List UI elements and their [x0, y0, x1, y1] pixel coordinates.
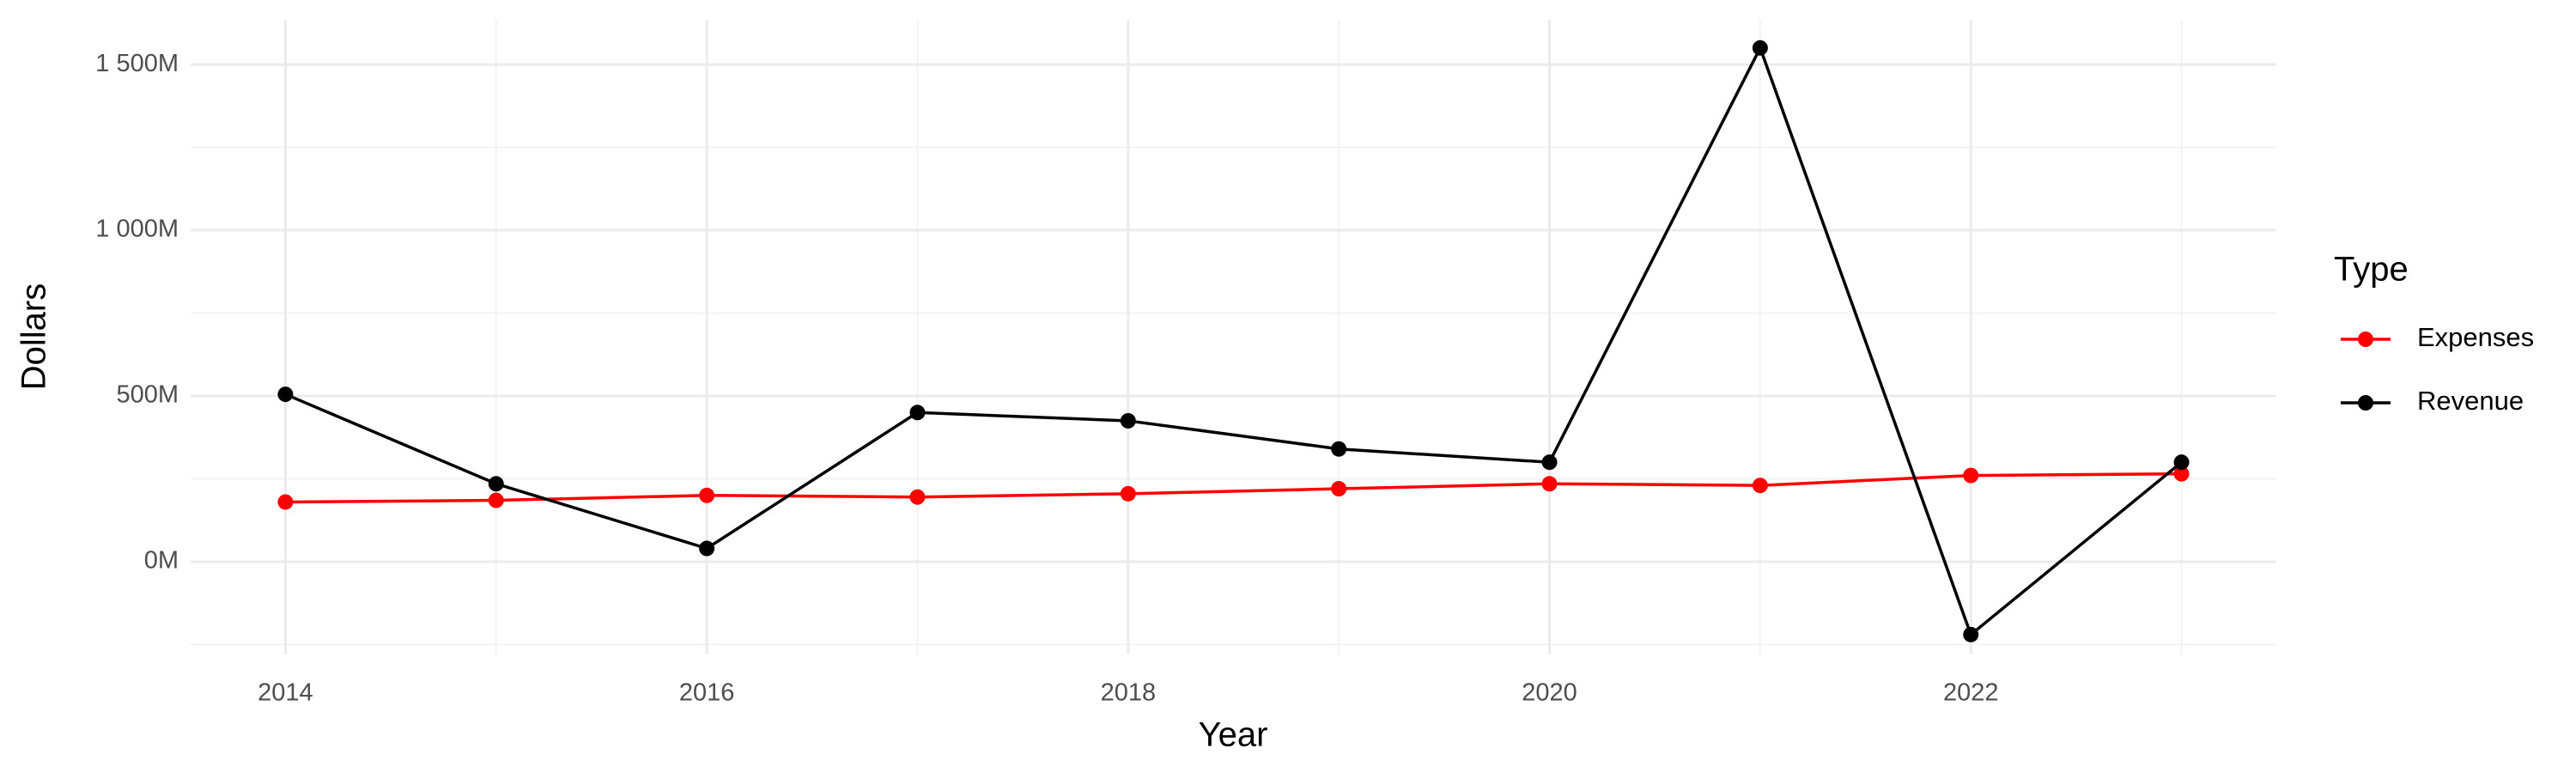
- data-point: [277, 494, 294, 510]
- y-tick-label: 0M: [144, 547, 179, 575]
- data-point: [1120, 412, 1136, 429]
- data-point: [488, 476, 504, 492]
- data-point: [1752, 478, 1768, 494]
- legend-title: Type: [2334, 251, 2409, 289]
- data-point: [1120, 485, 1136, 502]
- x-axis-label: Year: [1199, 716, 1268, 754]
- legend-swatch-point: [2358, 395, 2373, 411]
- data-point: [1331, 441, 1347, 457]
- data-point: [1541, 476, 1558, 492]
- x-tick-label: 2020: [1522, 679, 1577, 707]
- x-tick-label: 2014: [258, 679, 313, 707]
- data-point: [1752, 40, 1768, 56]
- data-point: [909, 489, 926, 505]
- data-point: [699, 540, 715, 557]
- data-point: [2173, 454, 2190, 471]
- data-point: [1541, 454, 1558, 471]
- y-tick-label: 500M: [116, 381, 179, 409]
- y-tick-label: 1 500M: [95, 50, 179, 77]
- series-line: [284, 44, 2183, 637]
- data-point: [909, 405, 926, 421]
- x-tick-label: 2016: [679, 679, 735, 707]
- y-tick-label: 1 000M: [95, 216, 179, 243]
- y-axis-label: Dollars: [15, 283, 53, 390]
- data-point: [1331, 481, 1347, 497]
- data-point: [277, 386, 294, 403]
- data-point: [699, 487, 715, 503]
- data-point: [488, 492, 504, 508]
- series-line: [285, 472, 2182, 504]
- data-point: [1963, 626, 1979, 642]
- data-point: [2173, 466, 2190, 482]
- legend-swatch-point: [2358, 332, 2373, 347]
- data-point: [1963, 467, 1979, 484]
- legend-label: Revenue: [2417, 386, 2524, 416]
- x-tick-label: 2022: [1943, 679, 1999, 707]
- x-tick-label: 2018: [1101, 679, 1157, 707]
- legend-label: Expenses: [2417, 322, 2534, 352]
